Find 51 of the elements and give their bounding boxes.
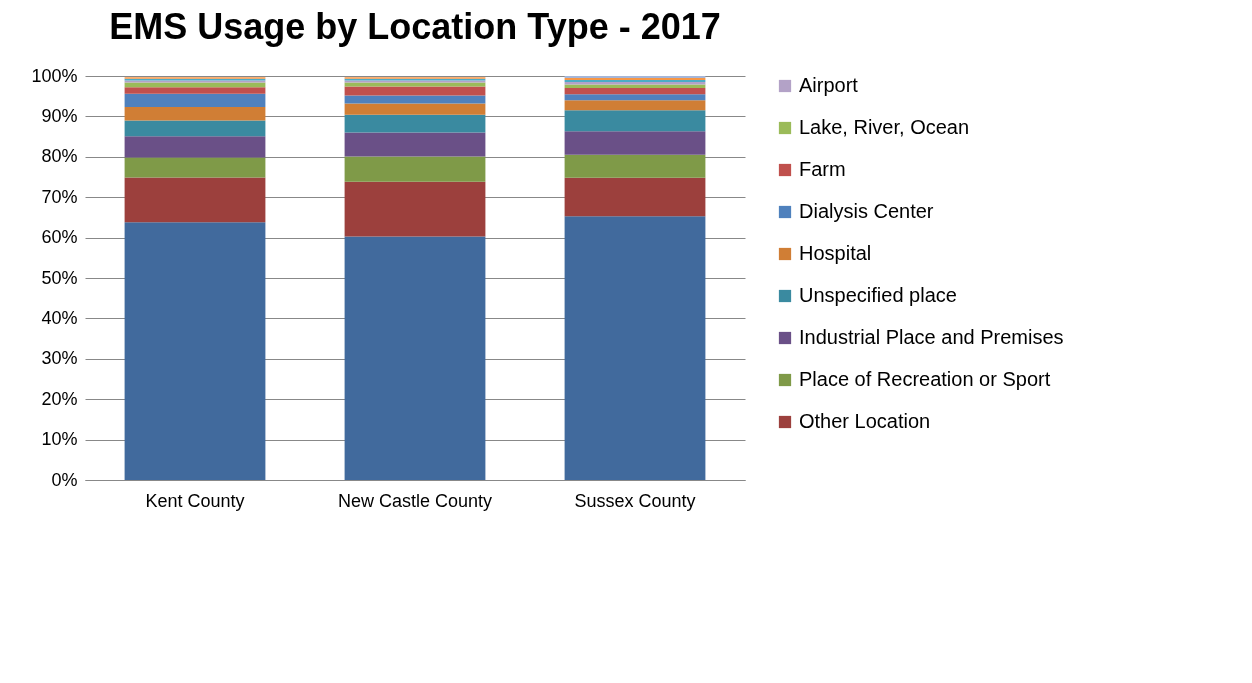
legend-label: Industrial Place and Premises (799, 326, 1064, 348)
bar (124, 157, 266, 178)
x-tick-label: Sussex County (574, 490, 696, 511)
bar (124, 120, 266, 137)
bar (564, 177, 706, 217)
bar (124, 136, 266, 158)
y-tick-label: 60% (41, 227, 78, 248)
bar (564, 84, 706, 89)
bar (564, 131, 706, 155)
x-tick-label: Kent County (145, 490, 245, 511)
y-tick-label: 0% (51, 469, 78, 490)
bar (564, 110, 706, 132)
legend-label: Place of Recreation or Sport (799, 368, 1051, 390)
bar (344, 95, 486, 104)
bar (124, 222, 266, 480)
y-tick-label: 40% (41, 307, 78, 328)
y-tick-label: 20% (41, 388, 78, 409)
bar (564, 154, 706, 178)
bar (124, 93, 266, 108)
bar (564, 94, 706, 101)
bar (124, 87, 266, 94)
legend-label: Dialysis Center (799, 200, 934, 222)
y-tick-label: 50% (41, 267, 78, 288)
bar (124, 107, 266, 121)
bar (344, 103, 486, 115)
bar (344, 82, 486, 87)
bar (344, 114, 486, 133)
legend-label: Farm (799, 158, 846, 180)
bar (124, 177, 266, 223)
bar (344, 156, 486, 182)
bar (344, 236, 486, 480)
y-tick-label: 90% (41, 105, 78, 126)
y-tick-label: 100% (31, 65, 78, 86)
bar (344, 181, 486, 237)
bar (564, 100, 706, 111)
y-tick-label: 30% (41, 348, 78, 369)
legend-label: Hospital (799, 242, 872, 264)
bar (344, 132, 486, 157)
bar (344, 86, 486, 96)
bar (124, 82, 266, 88)
y-tick-label: 10% (41, 429, 78, 450)
legend-label: Airport (799, 74, 859, 96)
legend-label: Lake, River, Ocean (799, 116, 970, 138)
y-tick-label: 80% (41, 146, 78, 167)
bar (564, 216, 706, 480)
bar (564, 88, 706, 95)
legend-label: Other Location (799, 410, 931, 432)
x-tick-label: New Castle County (337, 490, 493, 511)
legend-label: Unspecified place (799, 284, 957, 306)
y-tick-label: 70% (41, 186, 78, 207)
chart-title: EMS Usage by Location Type - 2017 (109, 6, 721, 47)
